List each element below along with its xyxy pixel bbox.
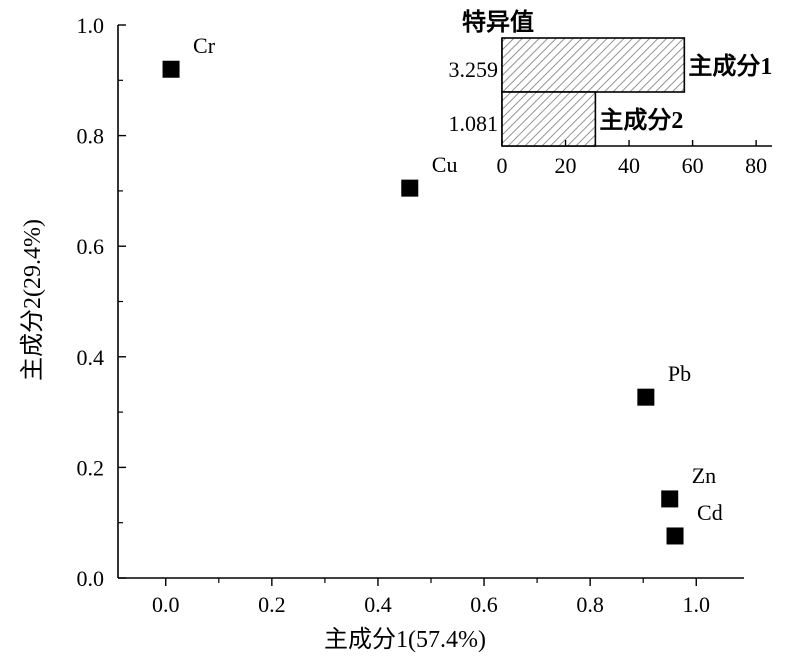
inset-title: 特异值 <box>462 8 534 36</box>
inset-x-tick-label: 20 <box>555 153 577 178</box>
y-tick-label: 0.2 <box>77 455 105 480</box>
y-tick-label: 0.4 <box>77 345 105 370</box>
x-tick-label: 0.8 <box>576 592 604 617</box>
y-tick-label: 0.8 <box>77 124 105 149</box>
inset-x-tick-label: 60 <box>682 153 704 178</box>
x-axis-title: 主成分1(57.4%) <box>324 626 486 653</box>
point-marker-zn <box>661 490 679 508</box>
x-tick-label: 0.2 <box>258 592 286 617</box>
inset-bar-chart: 特异值 主成分1 3.259 主成分2 1.081 0 20 40 60 80 <box>449 8 773 178</box>
inset-value-label-1: 3.259 <box>449 57 499 82</box>
point-marker-cr <box>162 60 180 78</box>
main-scatter-plot: 0.0 0.2 0.4 0.6 0.8 1.0 0.0 0.2 0.4 0.6 0.8 1.0 Cr Cu… <box>19 13 744 653</box>
inset-x-tick-label: 0 <box>497 153 508 178</box>
point-label-zn: Zn <box>692 463 716 488</box>
point-marker-cu <box>401 179 419 197</box>
inset-x-tick-label: 40 <box>618 153 640 178</box>
inset-x-tick-label: 80 <box>745 153 767 178</box>
point-label-cr: Cr <box>193 33 216 58</box>
y-tick-label: 0.0 <box>77 566 105 591</box>
inset-bar-2 <box>501 91 597 147</box>
point-marker-pb <box>637 388 655 406</box>
point-label-cu: Cu <box>432 152 458 177</box>
inset-bar-1 <box>501 37 686 93</box>
inset-bar-label-1: 主成分1 <box>688 53 772 80</box>
point-label-cd: Cd <box>697 500 723 525</box>
x-tick-label: 0.6 <box>470 592 498 617</box>
y-tick-label: 0.6 <box>77 234 105 259</box>
x-tick-label: 1.0 <box>683 592 711 617</box>
y-axis-title: 主成分2(29.4%) <box>19 219 46 381</box>
inset-bar-label-2: 主成分2 <box>599 107 683 134</box>
point-marker-cd <box>666 527 684 545</box>
x-tick-label: 0.4 <box>364 592 392 617</box>
y-tick-label: 1.0 <box>77 13 105 38</box>
point-label-pb: Pb <box>668 361 691 386</box>
x-tick-label: 0.0 <box>152 592 180 617</box>
inset-value-label-2: 1.081 <box>449 111 499 136</box>
